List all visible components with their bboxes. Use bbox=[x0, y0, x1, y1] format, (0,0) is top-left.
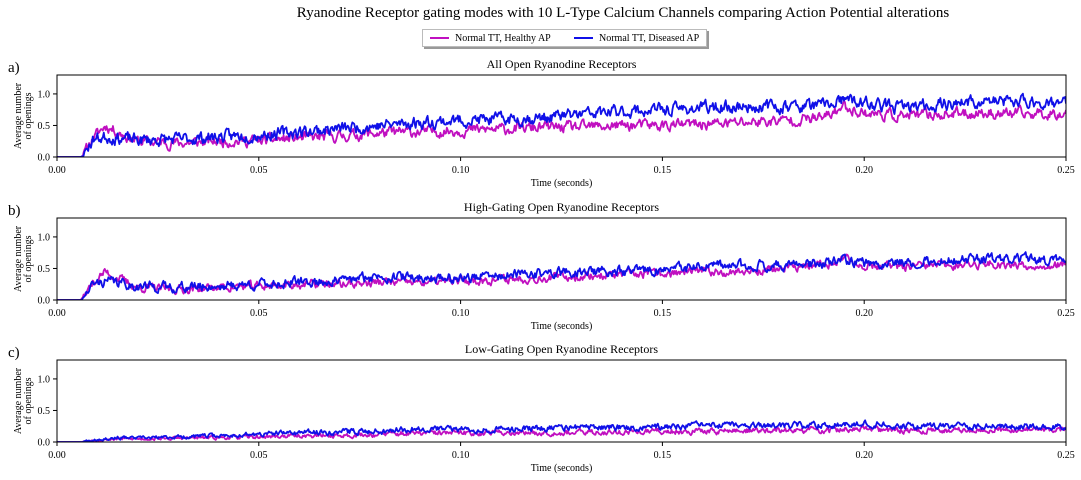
y-tick-label: 0.0 bbox=[38, 153, 51, 164]
x-tick-label: 0.05 bbox=[250, 450, 268, 461]
y-tick-label: 1.0 bbox=[38, 89, 51, 100]
y-axis-label: Average numberof openings bbox=[13, 225, 34, 292]
x-tick-label: 0.15 bbox=[654, 450, 672, 461]
x-axis-label: Time (seconds) bbox=[531, 178, 593, 189]
y-axis-label-line: of openings bbox=[23, 235, 34, 282]
panel-title: Low-Gating Open Ryanodine Receptors bbox=[465, 342, 658, 356]
y-tick-label: 0.5 bbox=[38, 121, 51, 132]
x-tick-label: 0.20 bbox=[855, 165, 873, 176]
plot-frame bbox=[56, 217, 1067, 301]
legend-label-diseased: Normal TT, Diseased AP bbox=[599, 33, 700, 44]
y-tick-label: 0.0 bbox=[38, 438, 51, 449]
legend-item-healthy: Normal TT, Healthy AP bbox=[430, 33, 551, 45]
figure-title: Ryanodine Receptor gating modes with 10 … bbox=[296, 5, 950, 21]
series-line-diseased bbox=[57, 92, 1066, 157]
x-tick-label: 0.10 bbox=[452, 308, 470, 319]
y-tick-label: 0.5 bbox=[38, 406, 51, 417]
x-tick-label: 0.00 bbox=[48, 165, 66, 176]
x-tick-label: 0.15 bbox=[654, 308, 672, 319]
legend-label-healthy: Normal TT, Healthy AP bbox=[455, 33, 551, 44]
plot-frame bbox=[56, 74, 1067, 158]
y-axis-label-line: Average number bbox=[13, 225, 24, 292]
panel-2: b) High-Gating Open Ryanodine Receptors 0.… bbox=[8, 200, 1075, 332]
x-tick-label: 0.10 bbox=[452, 450, 470, 461]
x-tick-label: 0.00 bbox=[48, 308, 66, 319]
series-line-diseased bbox=[57, 251, 1066, 300]
plot-frame bbox=[56, 359, 1067, 443]
series-line-healthy bbox=[57, 425, 1066, 442]
y-tick-label: 1.0 bbox=[38, 374, 51, 385]
panel-title: High-Gating Open Ryanodine Receptors bbox=[464, 200, 659, 214]
y-axis-label-line: of openings bbox=[23, 92, 34, 139]
x-tick-label: 0.25 bbox=[1057, 450, 1075, 461]
x-tick-label: 0.20 bbox=[855, 308, 873, 319]
x-tick-label: 0.15 bbox=[654, 165, 672, 176]
y-tick-label: 0.5 bbox=[38, 264, 51, 275]
y-axis-label-line: of openings bbox=[23, 377, 34, 424]
legend-swatch-diseased bbox=[574, 36, 593, 39]
x-tick-label: 0.05 bbox=[250, 308, 268, 319]
x-axis-label: Time (seconds) bbox=[531, 463, 593, 474]
panel-1: a) All Open Ryanodine Receptors 0.00 0.05 0.… bbox=[8, 57, 1075, 189]
panel-label: a) bbox=[8, 60, 20, 76]
x-tick-label: 0.25 bbox=[1057, 165, 1075, 176]
series-line-diseased bbox=[57, 419, 1066, 442]
panel-title: All Open Ryanodine Receptors bbox=[487, 57, 637, 71]
panel-3: c) Low-Gating Open Ryanodine Receptors 0.0… bbox=[8, 342, 1075, 474]
y-axis-label: Average numberof openings bbox=[13, 82, 34, 149]
y-tick-label: 0.0 bbox=[38, 296, 51, 307]
y-axis-label: Average numberof openings bbox=[13, 367, 34, 434]
y-axis-label-line: Average number bbox=[13, 82, 24, 149]
legend: Normal TT, Healthy AP Normal TT, Disease… bbox=[422, 29, 707, 47]
x-tick-label: 0.10 bbox=[452, 165, 470, 176]
x-axis-label: Time (seconds) bbox=[531, 321, 593, 332]
y-axis-label-line: Average number bbox=[13, 367, 24, 434]
series-line-healthy bbox=[57, 100, 1066, 157]
y-tick-label: 1.0 bbox=[38, 232, 51, 243]
legend-swatch-healthy bbox=[430, 36, 449, 39]
x-tick-label: 0.20 bbox=[855, 450, 873, 461]
x-tick-label: 0.00 bbox=[48, 450, 66, 461]
legend-item-diseased: Normal TT, Diseased AP bbox=[574, 33, 699, 45]
x-tick-label: 0.25 bbox=[1057, 308, 1075, 319]
x-tick-label: 0.05 bbox=[250, 165, 268, 176]
panel-label: c) bbox=[8, 345, 20, 361]
panel-label: b) bbox=[8, 203, 21, 219]
series-line-healthy bbox=[57, 253, 1066, 300]
